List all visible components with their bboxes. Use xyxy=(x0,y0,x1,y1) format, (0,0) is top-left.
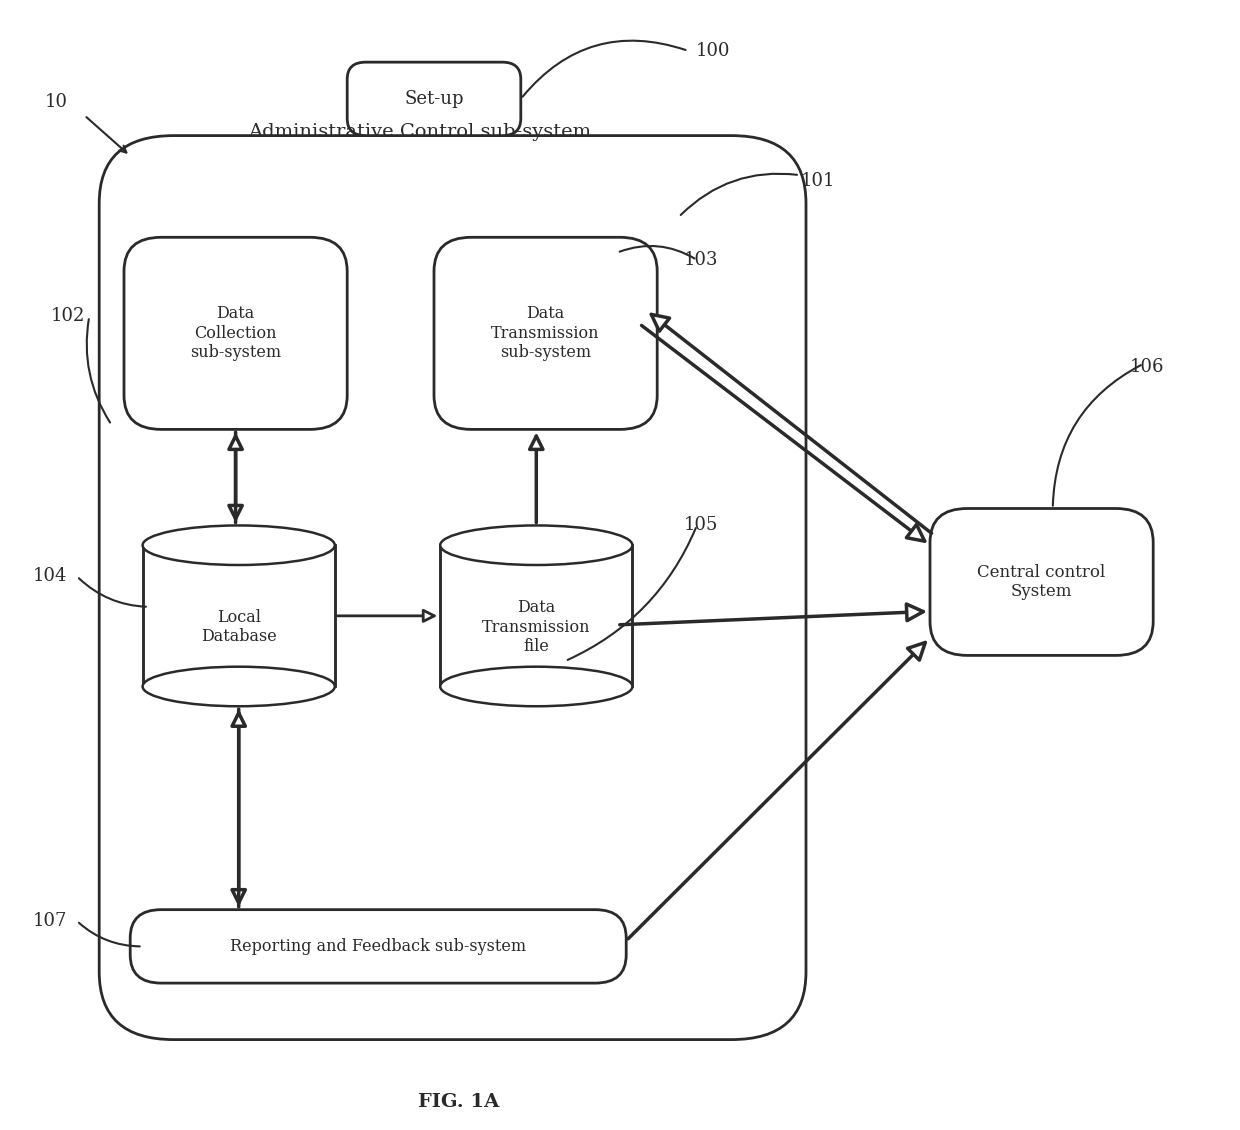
Ellipse shape xyxy=(440,525,632,565)
Text: 10: 10 xyxy=(45,93,67,111)
Text: 106: 106 xyxy=(1130,358,1164,376)
Text: 102: 102 xyxy=(51,307,86,325)
Text: 101: 101 xyxy=(801,172,836,190)
Ellipse shape xyxy=(440,667,632,706)
Text: Reporting and Feedback sub-system: Reporting and Feedback sub-system xyxy=(231,938,526,955)
Text: Data
Collection
sub-system: Data Collection sub-system xyxy=(190,305,281,362)
Text: 105: 105 xyxy=(683,516,718,534)
Text: Local
Database: Local Database xyxy=(201,609,277,645)
FancyBboxPatch shape xyxy=(99,136,806,1040)
Text: Set-up: Set-up xyxy=(404,90,464,107)
Bar xyxy=(143,545,335,686)
Text: 104: 104 xyxy=(32,567,67,585)
Text: Data
Transmission
file: Data Transmission file xyxy=(482,599,590,655)
Ellipse shape xyxy=(143,667,335,706)
Text: Administrative Control sub-system: Administrative Control sub-system xyxy=(248,123,591,141)
FancyBboxPatch shape xyxy=(130,910,626,983)
Text: 100: 100 xyxy=(696,42,730,60)
FancyBboxPatch shape xyxy=(434,237,657,429)
Text: 103: 103 xyxy=(683,251,718,269)
Text: FIG. 1A: FIG. 1A xyxy=(418,1093,500,1111)
FancyBboxPatch shape xyxy=(347,62,521,136)
FancyBboxPatch shape xyxy=(124,237,347,429)
Bar xyxy=(440,545,632,686)
Text: Data
Transmission
sub-system: Data Transmission sub-system xyxy=(491,305,600,362)
Text: 107: 107 xyxy=(32,912,67,930)
FancyBboxPatch shape xyxy=(930,508,1153,655)
Ellipse shape xyxy=(143,525,335,565)
Text: Central control
System: Central control System xyxy=(977,564,1106,600)
